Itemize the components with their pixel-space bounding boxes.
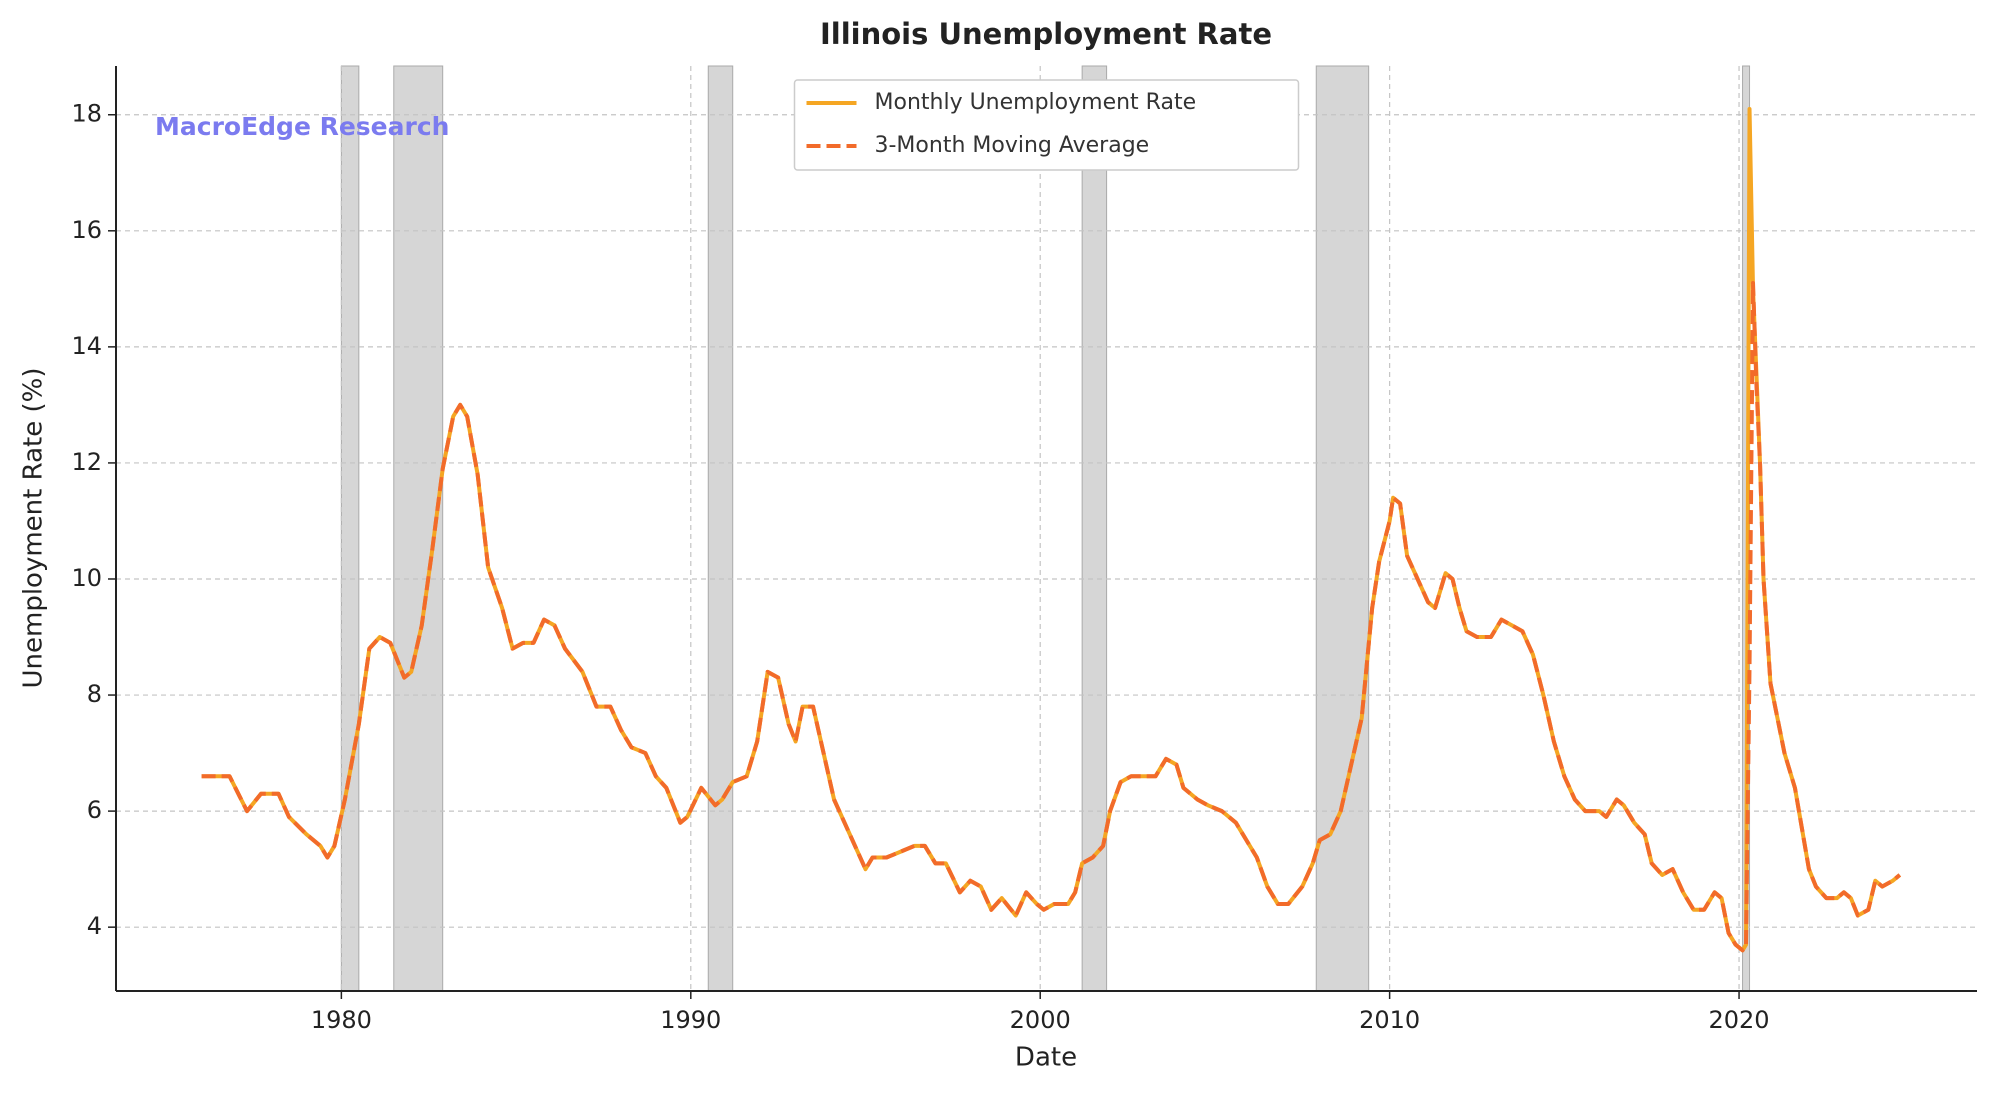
y-tick-label: 16 bbox=[71, 216, 102, 244]
y-tick-label: 6 bbox=[87, 796, 102, 824]
x-tick-label: 2020 bbox=[1709, 1006, 1770, 1034]
y-tick-label: 14 bbox=[71, 332, 102, 360]
legend-label: 3-Month Moving Average bbox=[875, 133, 1150, 158]
recession-band bbox=[340, 65, 360, 992]
y-tick-label: 4 bbox=[87, 912, 102, 940]
recession-band bbox=[1081, 65, 1108, 992]
x-tick-label: 2000 bbox=[1010, 1006, 1071, 1034]
y-tick-label: 10 bbox=[71, 564, 102, 592]
legend-label: Monthly Unemployment Rate bbox=[875, 90, 1197, 115]
x-tick-label: 1990 bbox=[660, 1006, 721, 1034]
legend: Monthly Unemployment Rate 3-Month Moving … bbox=[793, 79, 1300, 171]
y-tick-label: 18 bbox=[71, 100, 102, 128]
x-tick-label: 2010 bbox=[1359, 1006, 1420, 1034]
series-line bbox=[201, 281, 1902, 953]
y-tick-label: 12 bbox=[71, 448, 102, 476]
x-axis-label: Date bbox=[1015, 1043, 1077, 1073]
series-line bbox=[201, 106, 1902, 953]
recession-band bbox=[1315, 65, 1370, 992]
y-axis-label: Unemployment Rate (%) bbox=[19, 368, 49, 689]
legend-box bbox=[793, 79, 1300, 171]
x-tick-label: 1980 bbox=[311, 1006, 372, 1034]
chart-title: Illinois Unemployment Rate bbox=[820, 17, 1272, 51]
watermark: MacroEdge Research bbox=[155, 112, 449, 141]
y-tick-label: 8 bbox=[87, 680, 102, 708]
recession-band bbox=[707, 65, 734, 992]
